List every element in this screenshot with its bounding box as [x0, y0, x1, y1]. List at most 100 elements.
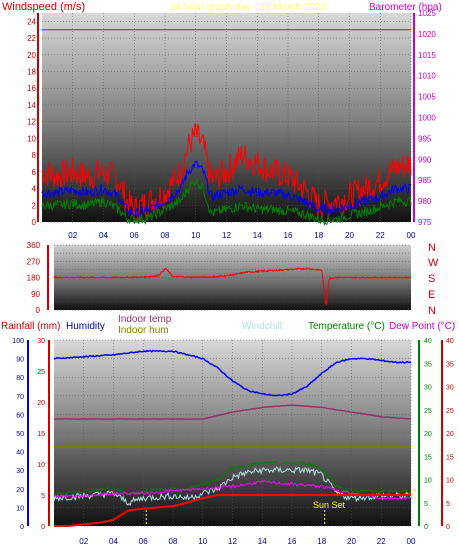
dewpoint-y-tick-label: 0: [446, 524, 450, 531]
indoor-hum-label: Indoor hum: [118, 325, 169, 336]
dewpoint-label: Dew Point (°C): [389, 321, 455, 332]
humidity-y-tick-label: 20: [16, 487, 24, 494]
humidity-y-tick-label: 90: [16, 357, 24, 364]
wind-y-tick-label: 16: [27, 84, 36, 93]
wind-y-tick-label: 8: [32, 151, 37, 160]
rain-y-tick-label: 20: [37, 400, 45, 407]
windspeed-axis-label: Windspeed (m/s): [2, 1, 85, 13]
temp-y-tick-label: 35: [424, 361, 432, 368]
barometer-y-tick-label: 1025: [418, 9, 436, 18]
direction-y-tick-label: 270: [27, 257, 41, 266]
dewpoint-y-tick-label: 40: [446, 338, 454, 345]
dewpoint-y-tick-label: 20: [446, 431, 454, 438]
humidity-y-tick-label: 40: [16, 450, 24, 457]
temp-x-tick-label: 00: [407, 537, 416, 546]
rainfall-label: Rainfall (mm): [1, 321, 60, 332]
wind-x-tick-label: 14: [253, 231, 262, 240]
rain-y-tick-label: 30: [37, 338, 45, 345]
wind-average-line: [41, 160, 412, 218]
wind-y-tick-label: 18: [27, 68, 36, 77]
temperature-line: [53, 460, 412, 496]
wind-y-tick-label: 4: [32, 185, 37, 194]
wind-y-tick-label: 14: [27, 101, 36, 110]
temperature-label: Temperature (°C): [308, 321, 385, 332]
wind-direction-line: [53, 267, 412, 306]
dewpoint-y-tick-label: 15: [446, 454, 454, 461]
barometer-axis-label: Barometer (hpa): [369, 2, 442, 13]
dewpoint-line: [53, 479, 412, 501]
humidity-y-tick-label: 10: [16, 505, 24, 512]
wind-x-tick-label: 10: [191, 231, 200, 240]
temp-x-tick-label: 16: [288, 537, 297, 546]
temp-x-tick-label: 06: [139, 537, 148, 546]
wind-y-tick-label: 12: [27, 118, 36, 127]
temp-x-tick-label: 12: [228, 537, 237, 546]
wind-x-tick-label: 22: [376, 231, 385, 240]
wind-y-tick-label: 6: [32, 168, 37, 177]
barometer-y-tick-label: 985: [418, 176, 432, 185]
wind-y-tick-label: 2: [32, 201, 37, 210]
compass-n-bottom: N: [428, 305, 436, 317]
humidity-line: [53, 349, 412, 397]
barometer-y-tick-label: 1000: [418, 114, 436, 123]
compass-s: S: [428, 273, 435, 285]
wind-y-tick-label: 24: [27, 17, 36, 26]
barometer-y-tick-label: 1005: [418, 93, 436, 102]
direction-y-tick-label: 0: [36, 306, 41, 315]
temp-y-tick-label: 25: [424, 408, 432, 415]
axes: 0246810121416182022249759809859909951000…: [12, 9, 454, 546]
temp-x-tick-label: 10: [198, 537, 207, 546]
wind-x-tick-label: 20: [345, 231, 354, 240]
barometer-y-tick-label: 990: [418, 155, 432, 164]
wind-y-tick-label: 0: [32, 218, 37, 227]
rain-y-tick-label: 25: [37, 369, 45, 376]
rain-y-tick-label: 15: [37, 431, 45, 438]
humidity-y-tick-label: 100: [12, 338, 24, 345]
barometer-y-tick-label: 1015: [418, 51, 436, 60]
compass-e: E: [428, 289, 435, 301]
humidity-y-tick-label: 50: [16, 431, 24, 438]
barometer-y-tick-label: 975: [418, 218, 432, 227]
rain-y-tick-label: 5: [41, 493, 45, 500]
temp-y-tick-label: 40: [424, 338, 432, 345]
humidity-y-tick-label: 70: [16, 394, 24, 401]
barometer-y-tick-label: 1010: [418, 72, 436, 81]
wind-x-tick-label: 06: [130, 231, 139, 240]
temp-y-tick-label: 20: [424, 431, 432, 438]
barometer-y-tick-label: 980: [418, 197, 432, 206]
temp-x-tick-label: 04: [109, 537, 118, 546]
temp-x-tick-label: 20: [347, 537, 356, 546]
dewpoint-y-tick-label: 25: [446, 408, 454, 415]
humidity-label: Humidity: [66, 321, 105, 332]
barometer-y-tick-label: 995: [418, 134, 432, 143]
barometer-y-tick-label: 1020: [418, 30, 436, 39]
temp-x-tick-label: 08: [169, 537, 178, 546]
dewpoint-y-tick-label: 35: [446, 361, 454, 368]
wind-x-tick-label: 08: [161, 231, 170, 240]
temp-y-tick-label: 10: [424, 478, 432, 485]
sunset-label: Sun Set: [313, 500, 346, 510]
temp-x-tick-label: 22: [377, 537, 386, 546]
wind-x-tick-label: 04: [99, 231, 108, 240]
compass-n-top: N: [428, 242, 436, 254]
rain-y-tick-label: 0: [41, 524, 45, 531]
humidity-y-tick-label: 80: [16, 375, 24, 382]
wind-x-tick-label: 02: [68, 231, 77, 240]
chart-title: 24 hour graph day : 25 March 2023: [170, 2, 327, 13]
dewpoint-y-tick-label: 5: [446, 501, 450, 508]
series-layer: [41, 29, 412, 527]
rain-y-tick-label: 10: [37, 462, 45, 469]
dewpoint-y-tick-label: 10: [446, 478, 454, 485]
temp-y-tick-label: 15: [424, 454, 432, 461]
dewpoint-y-tick-label: 30: [446, 385, 454, 392]
wind-y-tick-label: 10: [27, 134, 36, 143]
wind-x-tick-label: 12: [222, 231, 231, 240]
temp-y-tick-label: 0: [424, 524, 428, 531]
temp-x-tick-label: 18: [317, 537, 326, 546]
humidity-y-tick-label: 60: [16, 412, 24, 419]
indoor_temp-line: [53, 404, 412, 421]
wind-gust-line: [41, 123, 412, 222]
temp-x-tick-label: 14: [258, 537, 267, 546]
compass-w: W: [428, 257, 439, 269]
